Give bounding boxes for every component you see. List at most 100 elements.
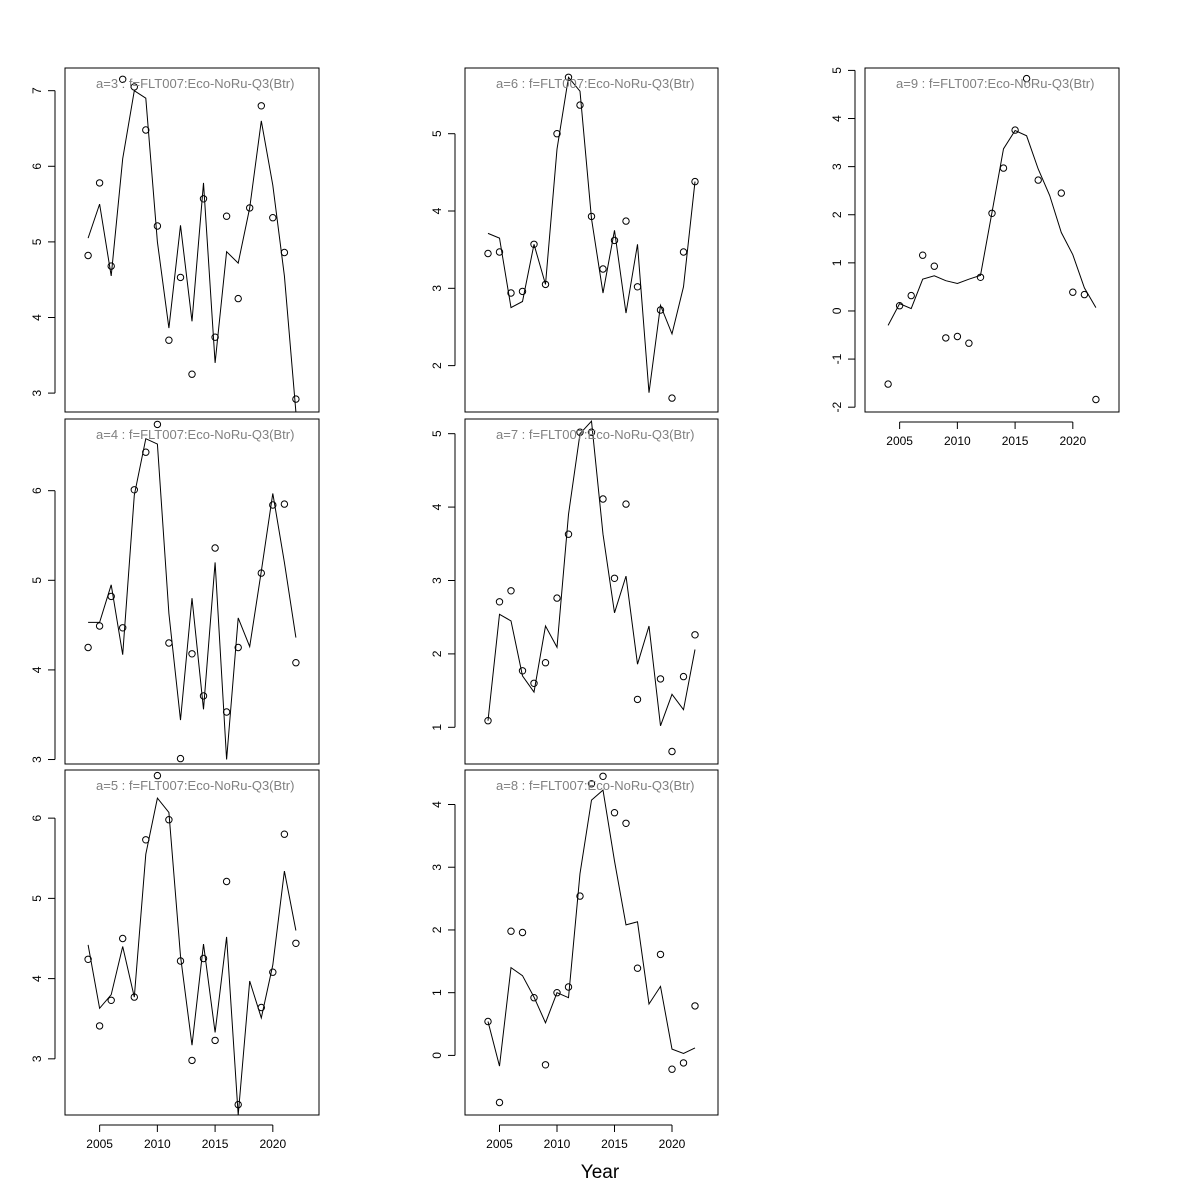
panel-data-a7 [484,420,699,756]
observed-point-a9 [884,380,892,388]
observed-point-a6 [679,248,688,256]
observed-point-a6 [576,101,584,109]
observed-point-a9 [965,339,973,347]
panel-title-a7: a=7 : f=FLT007:Eco-NoRu-Q3(Btr) [496,427,694,442]
observed-point-a7 [553,594,561,602]
y-tick-label-a9: 3 [830,163,844,170]
panel-a7: 1 2 3 4 5 [430,418,719,765]
observed-point-a8 [599,772,607,780]
panel-title-a5: a=5 : f=FLT007:Eco-NoRu-Q3(Btr) [96,778,294,793]
observed-point-a9 [1034,176,1042,184]
panel-data-a8 [484,772,699,1107]
observed-point-a9 [895,302,904,310]
observed-point-a8 [656,950,665,959]
panel-a8: 0 1 2 3 4 2005 2010 2015 2020 [430,769,719,1151]
observed-point-a3 [199,195,208,203]
y-tick-label-a3: 5 [30,238,44,245]
observed-point-a4 [211,544,219,552]
x-axis-label: Year [581,1162,620,1183]
observed-point-a8 [679,1059,688,1067]
y-tick-label-a5: 3 [30,1055,44,1062]
x-tick-label-a9: 2015 [1002,434,1029,448]
observed-point-a9 [1080,290,1089,299]
y-tick-label-a7: 2 [430,650,444,657]
x-tick-label-a9: 2005 [886,434,913,448]
observed-point-a5 [84,955,92,963]
observed-point-a3 [176,273,185,282]
x-tick-label-a8: 2015 [601,1137,628,1151]
x-tick-label-a5: 2015 [202,1137,229,1151]
y-tick-label-a9: -1 [830,353,844,364]
observed-point-a5 [222,877,231,886]
observed-point-a8 [541,1061,550,1069]
observed-point-a7 [622,500,630,508]
observed-point-a5 [188,1056,196,1065]
observed-point-a8 [587,780,596,788]
observed-point-a3 [119,75,127,84]
y-tick-label-a3: 7 [30,87,44,94]
panel-frame-a7 [464,418,719,765]
y-tick-label-a3: 6 [30,163,44,170]
observed-point-a8 [610,809,619,817]
x-tick-label-a9: 2010 [944,434,971,448]
observed-point-a5 [292,939,300,947]
x-tick-label-a9: 2020 [1059,434,1086,448]
observed-point-a4 [199,692,208,700]
panel-title-a4: a=4 : f=FLT007:Eco-NoRu-Q3(Btr) [96,427,294,442]
observed-point-a3 [234,294,242,303]
observed-point-a9 [999,164,1008,172]
observed-point-a7 [518,667,527,675]
y-tick-label-a7: 3 [430,577,444,584]
observed-point-a9 [930,262,938,270]
y-tick-label-a8: 2 [430,926,444,933]
y-tick-label-a7: 4 [430,503,444,510]
observed-point-a8 [484,1017,492,1026]
observed-point-a8 [633,964,642,972]
observed-point-a7 [541,659,550,667]
observed-point-a5 [153,771,162,780]
observed-point-a7 [668,747,676,756]
observed-point-a7 [691,631,699,639]
x-tick-label-a8: 2005 [486,1137,513,1151]
observed-point-a3 [269,214,277,222]
observed-point-a6 [668,394,676,402]
panel-a5: 3 4 5 6 2005 2010 2015 2020 [30,769,320,1151]
y-tick-label-a9: 5 [830,67,844,74]
y-tick-label-a3: 4 [30,314,44,321]
panel-title-a3: a=3 : f=FLT007:Eco-NoRu-Q3(Btr) [96,76,294,91]
panel-frame-a8 [464,769,719,1116]
panel-data-a5 [84,771,300,1115]
observed-point-a8 [507,927,515,935]
observed-point-a3 [165,336,173,344]
observed-point-a4 [269,501,277,509]
observed-point-a4 [119,624,127,632]
observed-point-a9 [953,332,962,341]
observed-point-a6 [553,130,561,138]
observed-point-a4 [153,420,162,429]
observed-point-a7 [656,675,665,683]
y-tick-label-a6: 4 [430,207,444,214]
x-tick-label-a5: 2020 [259,1137,286,1151]
observed-point-a3 [188,370,196,378]
observed-point-a7 [679,672,688,681]
y-tick-label-a9: 0 [830,307,844,314]
observed-point-a3 [107,262,115,270]
observed-point-a3 [142,126,150,134]
observed-point-a5 [234,1100,242,1109]
y-tick-label-a4: 5 [30,577,44,584]
observed-point-a6 [484,249,492,258]
panel-frame-a9 [864,67,1120,413]
observed-point-a4 [188,650,196,658]
observed-point-a5 [269,968,277,976]
observed-point-a7 [599,495,607,503]
observed-point-a8 [553,989,561,997]
observed-point-a4 [292,659,300,667]
observed-point-a8 [668,1065,676,1073]
panel-title-a9: a=9 : f=FLT007:Eco-NoRu-Q3(Btr) [896,76,1094,91]
panel-a4: 3 4 5 6 [30,418,320,765]
panel-frame-a4 [64,418,320,765]
observed-point-a9 [1022,74,1031,83]
panel-data-a4 [84,420,300,763]
observed-point-a3 [153,222,162,230]
